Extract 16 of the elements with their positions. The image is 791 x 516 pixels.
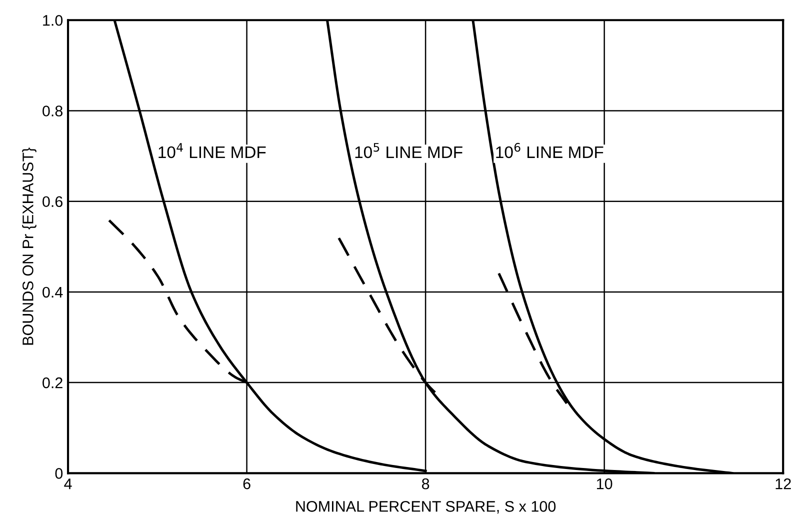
x-tick-label: 6 [243, 478, 250, 490]
annotation: 10$^{5}$ LINE MDF [355, 143, 462, 158]
y-tick-label: 0.2 [42, 377, 62, 388]
y-tick-label: 1.0 [43, 14, 63, 26]
y-tick-label: 0.4 [42, 286, 63, 298]
y-axis-title: BOUNDS ON Pr {EXHAUST} [22, 148, 36, 345]
y-tick-label: 0 [55, 468, 63, 479]
x-tick-label: 8 [422, 478, 430, 490]
annotation: 10$^{4}$ LINE MDF [158, 143, 266, 158]
annotation: 10$^{6}$ LINE MDF [496, 142, 604, 158]
x-tick-label: 10 [596, 478, 612, 490]
x-tick-label: 12 [776, 478, 791, 490]
y-tick-label: 0.6 [42, 196, 62, 208]
x-tick-label: 4 [64, 478, 72, 490]
y-tick-label: 0.8 [42, 106, 62, 116]
x-axis-title: NOMINAL PERCENT SPARE, S x 100 [296, 501, 556, 514]
